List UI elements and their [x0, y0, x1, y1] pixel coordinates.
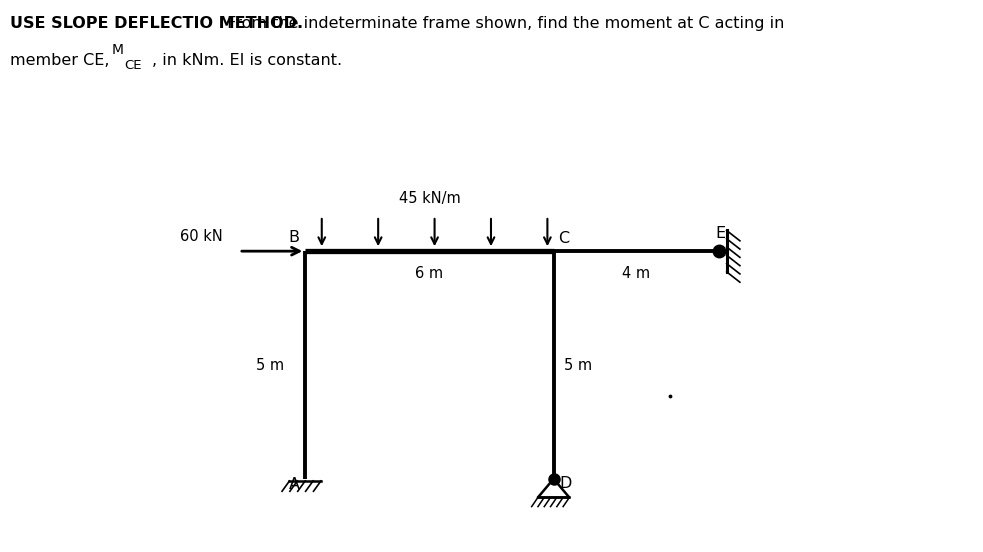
Text: From the indeterminate frame shown, find the moment at C acting in: From the indeterminate frame shown, find… [222, 16, 784, 31]
Text: D: D [559, 475, 572, 491]
Text: A: A [289, 477, 300, 492]
Text: 60 kN: 60 kN [180, 229, 222, 243]
Text: 6 m: 6 m [416, 266, 443, 280]
Text: M: M [112, 43, 124, 57]
Text: , in kNm. EI is constant.: , in kNm. EI is constant. [152, 53, 342, 68]
Text: 4 m: 4 m [622, 266, 651, 280]
Text: E: E [715, 226, 725, 241]
Text: 45 kN/m: 45 kN/m [398, 190, 460, 205]
Text: USE SLOPE DEFLECTIO METHOD.: USE SLOPE DEFLECTIO METHOD. [10, 16, 303, 31]
Text: 5 m: 5 m [564, 358, 592, 373]
Text: 5 m: 5 m [257, 358, 284, 373]
Text: CE: CE [124, 59, 142, 72]
Text: member CE,: member CE, [10, 53, 115, 68]
Text: B: B [288, 230, 299, 245]
Text: C: C [557, 231, 569, 246]
